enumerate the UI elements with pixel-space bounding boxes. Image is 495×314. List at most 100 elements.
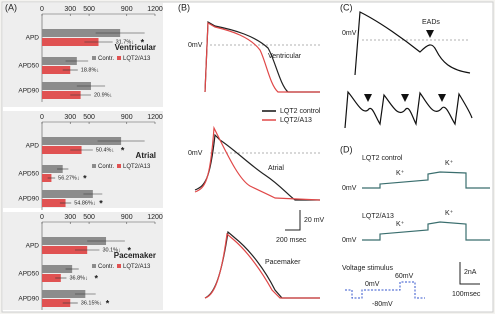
arrowhead <box>364 94 446 102</box>
x-tick-label: 0 <box>40 114 44 121</box>
trace <box>204 20 320 93</box>
significance-mark: * <box>141 37 145 47</box>
trace <box>344 90 473 129</box>
scale-label: 200 msec <box>276 237 307 244</box>
note-label: 18.8%↓ <box>81 67 100 73</box>
x-tick-label: 900 <box>121 214 133 221</box>
zero-label: 0mV <box>342 185 357 192</box>
note-label: 56.27%↓ <box>58 175 80 181</box>
trace <box>354 11 471 76</box>
panel-label: (D) <box>340 144 353 154</box>
legend-label: LQT2/A13 <box>280 117 312 124</box>
trace <box>362 171 490 189</box>
y-tick-label: APD <box>26 35 40 42</box>
legend-label: LQT2/A13 <box>123 56 151 62</box>
chart-title: Pacemaker <box>114 251 156 260</box>
legend-label: LQT2/A13 <box>123 164 151 170</box>
trace-label: Atrial <box>268 165 284 172</box>
bar <box>42 91 81 99</box>
bar <box>42 137 122 145</box>
x-tick-label: 300 <box>64 114 76 121</box>
y-tick-label: APD <box>26 143 40 150</box>
zero-label: 0mV <box>342 237 357 244</box>
legend-label: LQT2 control <box>280 108 321 115</box>
trace <box>362 221 490 241</box>
legend-swatch <box>117 164 121 168</box>
panel-a-backgrounds <box>3 3 163 310</box>
bar <box>42 190 93 198</box>
x-tick-label: 900 <box>121 6 133 13</box>
x-tick-label: 0 <box>40 214 44 221</box>
bar <box>42 165 63 173</box>
legend-swatch <box>117 56 121 60</box>
stimulus-trace <box>345 281 425 299</box>
bar <box>42 299 71 307</box>
bar <box>42 265 73 273</box>
voltage-label: 0mV <box>365 281 380 288</box>
bar <box>42 199 66 207</box>
legend-label: Contr. <box>98 164 114 170</box>
note-label: 50.4%↓ <box>96 147 115 153</box>
x-tick-label: 0 <box>40 6 44 13</box>
note-label: 30.1%↓ <box>102 247 121 253</box>
k-label: K⁺ <box>396 221 405 228</box>
y-tick-label: APD50 <box>18 271 39 278</box>
stimulus-label: Voltage stimulus <box>342 265 393 272</box>
y-tick-label: APD90 <box>18 196 39 203</box>
panel-label: (C) <box>340 2 353 12</box>
significance-mark: * <box>121 145 125 155</box>
significance-mark: * <box>83 173 87 183</box>
bar <box>42 29 121 37</box>
chart-title: Atrial <box>136 151 156 160</box>
x-tick-label: 900 <box>121 114 133 121</box>
k-label: K⁺ <box>445 210 454 217</box>
panel-label: (A) <box>5 2 17 12</box>
y-tick-label: APD90 <box>18 296 39 303</box>
significance-mark: * <box>127 245 131 255</box>
bar <box>42 174 52 182</box>
x-tick-label: 1200 <box>147 114 163 121</box>
bar <box>42 66 71 74</box>
legend-swatch <box>92 264 96 268</box>
bar <box>42 57 77 65</box>
note-label: 36.8%↓ <box>69 275 88 281</box>
y-tick-label: APD90 <box>18 88 39 95</box>
legend-swatch <box>92 164 96 168</box>
trace-title: LQT2 control <box>362 155 403 162</box>
voltage-label: -80mV <box>372 301 393 308</box>
x-tick-label: 500 <box>83 6 95 13</box>
y-tick-label: APD50 <box>18 63 39 70</box>
trace-label: Ventricular <box>268 53 302 60</box>
x-tick-label: 1200 <box>147 6 163 13</box>
note-label: 20.9%↓ <box>94 92 113 98</box>
zero-label: 0mV <box>188 42 203 49</box>
trace-title: LQT2/A13 <box>362 213 394 220</box>
note-label: 31.7%↓ <box>116 39 135 45</box>
zero-label: 0mV <box>188 150 203 157</box>
y-tick-label: APD <box>26 243 40 250</box>
scale-bar <box>285 210 301 231</box>
panel-label: (B) <box>178 2 190 12</box>
panel-b: 0mV Ventricular LQT2 control LQT2/A13 0m… <box>188 20 325 299</box>
bar <box>42 246 88 254</box>
legend-label: Contr. <box>98 56 114 62</box>
y-tick-label: APD50 <box>18 171 39 178</box>
x-tick-label: 300 <box>64 6 76 13</box>
trace <box>204 232 320 299</box>
bar <box>42 82 91 90</box>
legend-label: Contr. <box>98 264 114 270</box>
x-tick-label: 500 <box>83 114 95 121</box>
significance-mark: * <box>94 273 98 283</box>
scale-label: 2nA <box>464 269 477 276</box>
significance-mark: * <box>106 298 110 308</box>
zero-label: 0mV <box>342 30 357 37</box>
eads-label: EADs <box>422 19 440 26</box>
k-label: K⁺ <box>396 170 405 177</box>
scale-label: 100msec <box>452 291 481 298</box>
note-label: 54.86%↓ <box>74 200 96 206</box>
scale-label: 20 mV <box>304 217 325 224</box>
chart-title: Ventricular <box>115 43 156 52</box>
bar <box>42 274 61 282</box>
x-tick-label: 500 <box>83 214 95 221</box>
legend-swatch <box>117 264 121 268</box>
